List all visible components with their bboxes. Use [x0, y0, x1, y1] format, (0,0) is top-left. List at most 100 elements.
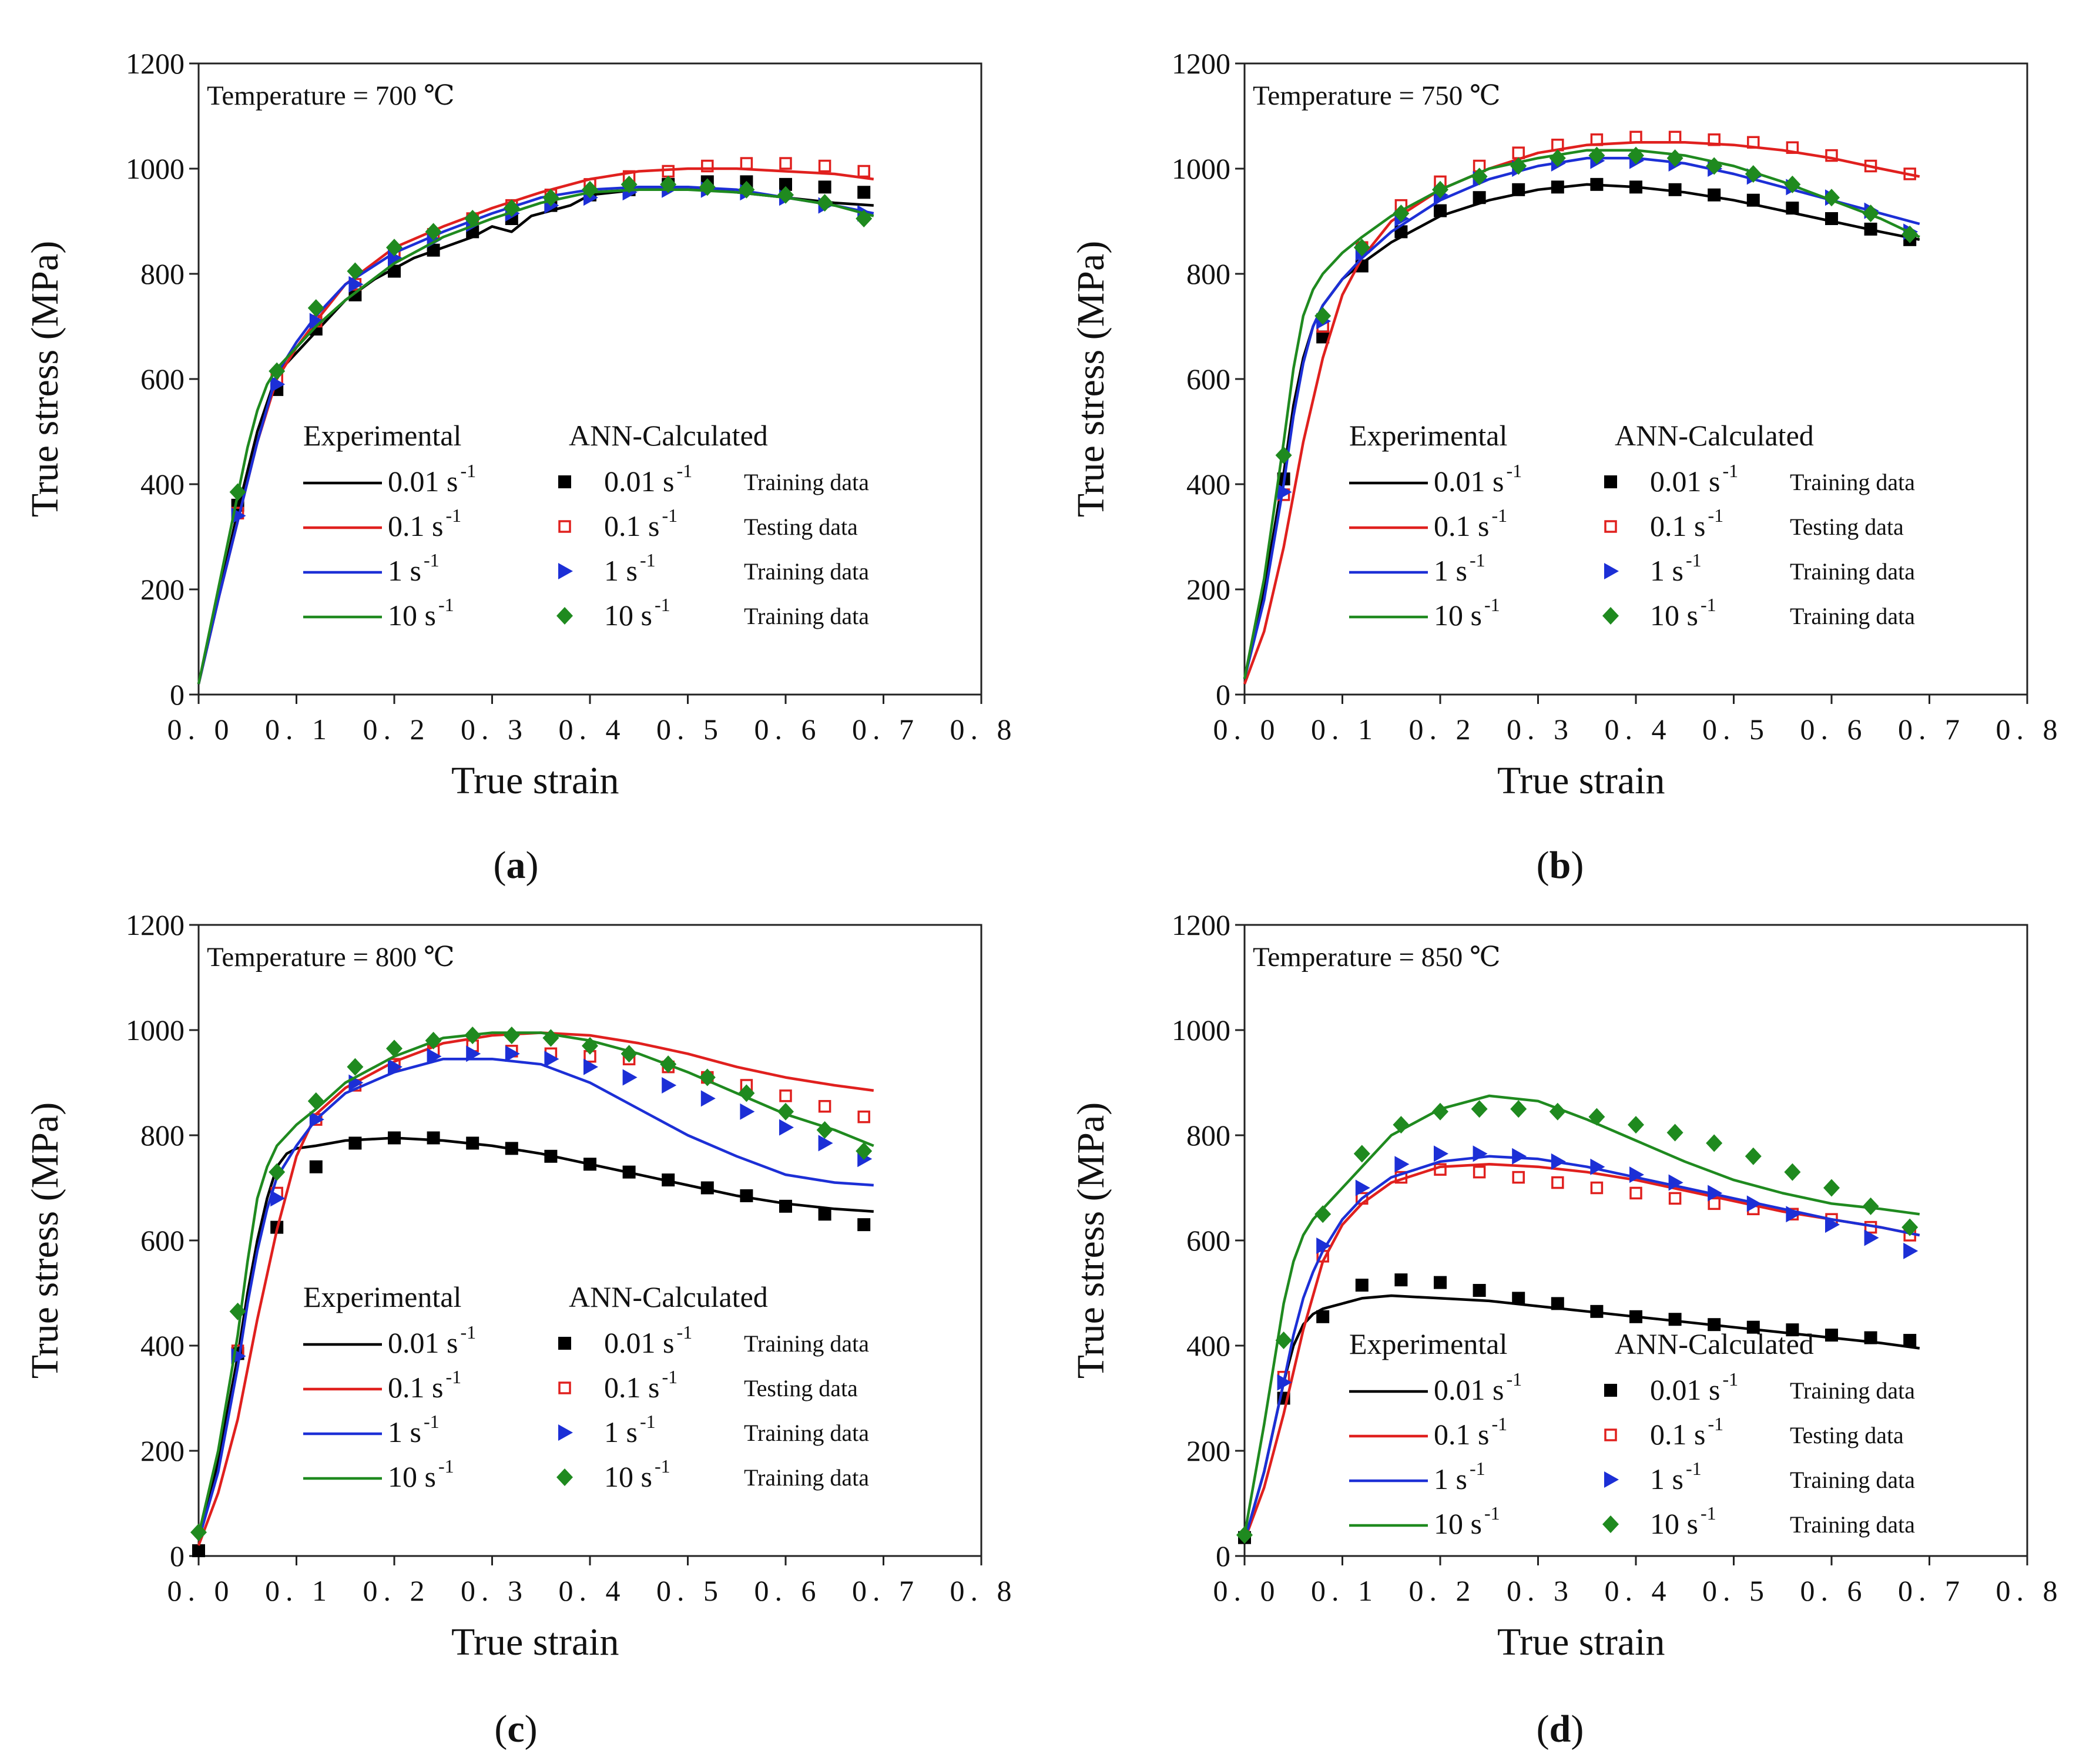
y-tick-label: 400 — [1186, 468, 1230, 501]
data-point — [1786, 141, 1799, 154]
data-point — [1862, 1197, 1879, 1215]
x-tick-label: 0. 1 — [1311, 713, 1379, 746]
legend-rate-label: 0.1 s — [1434, 1418, 1489, 1451]
data-point — [857, 1110, 870, 1124]
series-line — [1243, 149, 1920, 679]
x-tick-label: 0. 7 — [1898, 713, 1966, 746]
data-point — [779, 157, 792, 170]
legend-marker-swatch — [1604, 1471, 1619, 1488]
legend-rate-superscript: -1 — [460, 1322, 476, 1343]
data-point — [425, 1031, 442, 1049]
x-axis-title: True strain — [1497, 1621, 1665, 1664]
legend-rate-superscript: -1 — [1484, 1503, 1500, 1524]
data-point — [779, 1089, 792, 1102]
panel-label: (c) — [494, 1708, 537, 1750]
legend-rate-label: 0.1 s — [388, 509, 443, 542]
data-point — [269, 362, 286, 380]
series-0 — [1243, 177, 1920, 679]
data-point — [1394, 1171, 1408, 1184]
data-point — [1629, 1166, 1644, 1183]
data-point — [1356, 1192, 1369, 1205]
legend-rate-superscript: -1 — [438, 1456, 454, 1477]
data-point — [1668, 1174, 1683, 1191]
legend-rate-label: 0.1 s — [1434, 509, 1489, 542]
legend-data-note: Training data — [1790, 603, 1915, 629]
y-tick-label: 600 — [1186, 363, 1230, 395]
data-point — [1784, 175, 1801, 193]
legend-rate-label: 0.1 s — [604, 509, 659, 542]
panel-label: (a) — [494, 844, 539, 887]
y-tick-label: 400 — [1186, 1329, 1230, 1362]
legend-data-note: Training data — [744, 1330, 869, 1357]
legend-rate-label: 0.01 s — [1434, 1373, 1504, 1406]
legend-rate-superscript: -1 — [460, 460, 476, 481]
data-point — [347, 1058, 364, 1076]
series-0 — [192, 1131, 874, 1558]
legend-rate-superscript: -1 — [640, 549, 656, 571]
data-point — [621, 175, 638, 193]
y-tick-label: 200 — [1186, 1434, 1230, 1467]
data-point — [1745, 1147, 1762, 1165]
legend-data-note: Training data — [744, 1420, 869, 1446]
x-tick-label: 0. 2 — [1409, 1574, 1477, 1607]
legend-data-note: Training data — [1790, 1511, 1915, 1538]
data-point — [1549, 1102, 1566, 1121]
legend-rate-label: 0.1 s — [604, 1371, 659, 1404]
data-point — [740, 1189, 753, 1202]
data-point — [818, 1135, 833, 1152]
data-point — [856, 1142, 873, 1160]
y-tick-label: 800 — [1186, 1119, 1230, 1152]
legend-rate-superscript: -1 — [1708, 505, 1723, 526]
legend-rate-label: 0.01 s — [604, 465, 674, 498]
y-tick-label: 1200 — [126, 908, 185, 941]
x-tick-label: 0. 2 — [363, 713, 431, 746]
x-tick-label: 0. 0 — [167, 1574, 235, 1607]
x-tick-label: 0. 2 — [363, 1574, 431, 1607]
data-point — [818, 1208, 831, 1221]
legend-data-note: Training data — [1790, 558, 1915, 585]
data-point — [1747, 136, 1760, 149]
data-point — [1512, 1171, 1525, 1184]
data-point — [818, 1100, 831, 1113]
legend-rate-label: 10 s — [388, 599, 436, 632]
x-tick-label: 0. 1 — [1311, 1574, 1379, 1607]
data-point — [505, 1045, 520, 1062]
data-point — [1629, 1310, 1642, 1323]
legend-data-note: Testing data — [1790, 1422, 1904, 1448]
y-tick-label: 1200 — [1172, 47, 1230, 80]
x-tick-label: 0. 3 — [1507, 713, 1574, 746]
data-point — [582, 1037, 598, 1055]
series-2 — [1243, 152, 1920, 679]
y-tick-label: 200 — [140, 1434, 185, 1467]
data-point — [738, 180, 755, 199]
x-tick-label: 0. 5 — [656, 1574, 724, 1607]
data-point — [583, 1158, 596, 1171]
data-point — [1786, 1323, 1799, 1337]
legend-experimental-title: Experimental — [303, 1280, 461, 1313]
data-point — [1275, 446, 1292, 464]
legend-marker-swatch — [556, 1468, 573, 1486]
legend-rate-superscript: -1 — [655, 594, 670, 615]
legend-data-note: Training data — [744, 603, 869, 629]
x-tick-label: 0. 7 — [852, 713, 920, 746]
legend-rate-superscript: -1 — [1708, 1413, 1723, 1434]
data-point — [621, 1045, 638, 1063]
series-3 — [190, 1026, 874, 1541]
data-point — [1355, 1179, 1370, 1196]
data-point — [503, 1026, 520, 1044]
y-tick-label: 0 — [170, 1540, 185, 1572]
legend-rate-superscript: -1 — [438, 594, 454, 615]
legend-rate-label: 10 s — [388, 1460, 436, 1493]
data-point — [1825, 212, 1838, 226]
data-point — [427, 1048, 442, 1065]
x-tick-label: 0. 1 — [265, 1574, 333, 1607]
data-point — [464, 210, 481, 228]
x-tick-label: 0. 2 — [1409, 713, 1477, 746]
data-point — [1512, 1148, 1527, 1165]
y-tick-label: 1000 — [1172, 1014, 1230, 1047]
data-point — [701, 159, 714, 173]
x-tick-label: 0. 3 — [461, 713, 528, 746]
chart-panel-a: 0 200 400 600 800 1000 1200 0. 0 0. 1 0. 2 0. 3 0. … — [24, 47, 1012, 887]
legend-marker-swatch — [1604, 563, 1619, 579]
